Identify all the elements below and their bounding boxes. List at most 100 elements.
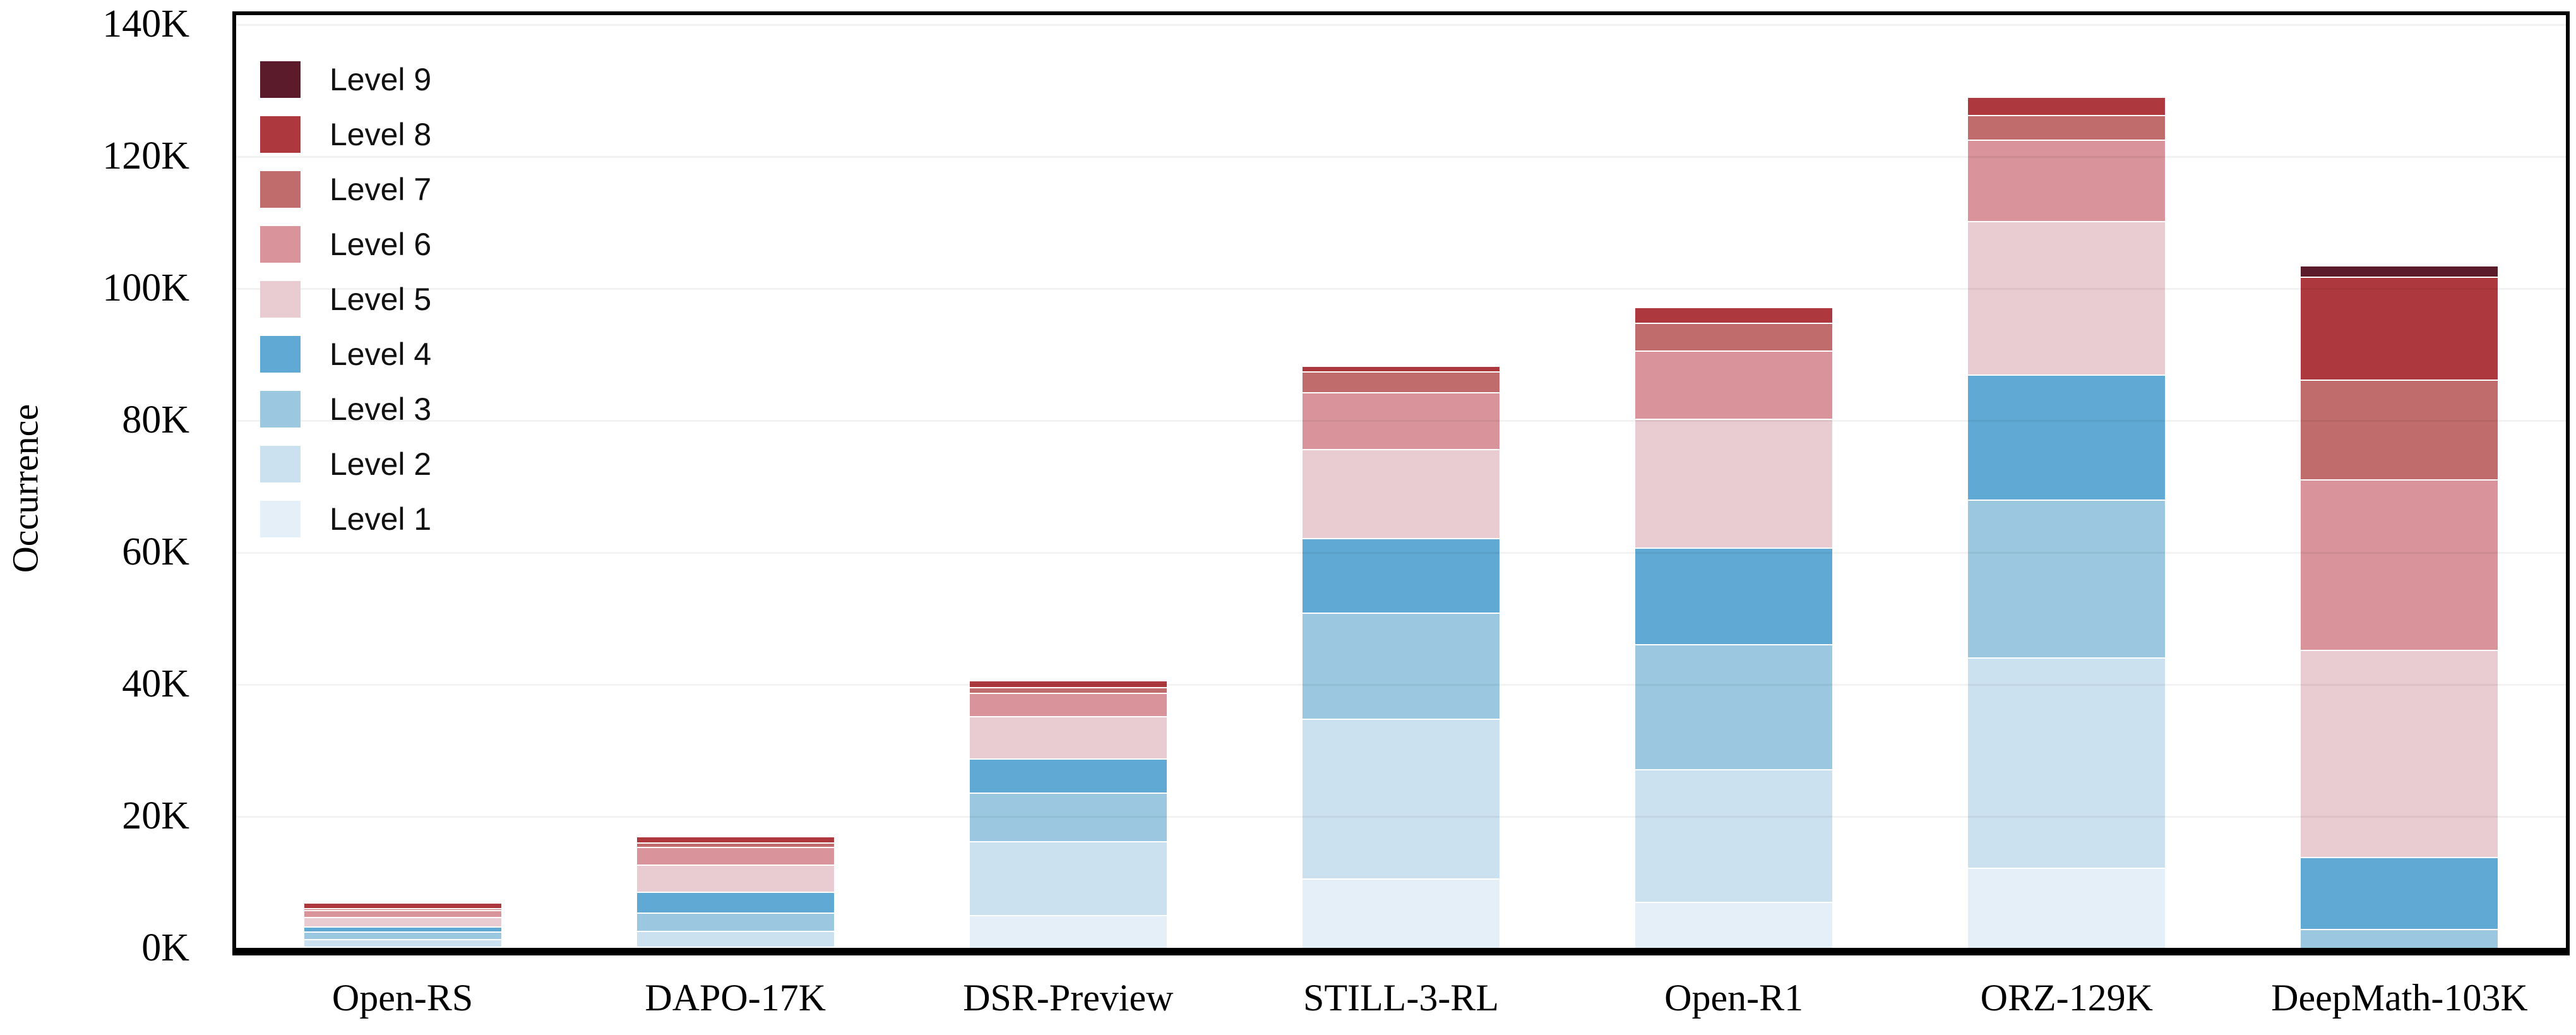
- segment-level-1: [636, 947, 834, 948]
- segment-level-1: [969, 914, 1167, 948]
- legend-swatch: [260, 225, 301, 263]
- segment-level-6: [1303, 392, 1500, 450]
- segment-level-8: [636, 837, 834, 842]
- bar-open-r1: [1635, 308, 1833, 948]
- x-tick-label-open-r1: Open-R1: [1664, 977, 1804, 1019]
- legend-swatch: [260, 390, 301, 428]
- segment-level-7: [1968, 115, 2166, 140]
- segment-level-5: [636, 864, 834, 892]
- x-tick-label-deepmath-103k: DeepMath-103K: [2271, 977, 2528, 1019]
- segment-level-2: [1635, 769, 1833, 902]
- legend-label: Level 9: [330, 61, 432, 97]
- segment-level-5: [1968, 221, 2166, 374]
- segment-level-7: [1303, 371, 1500, 393]
- y-tick-label: 20K: [122, 794, 189, 837]
- legend-label: Level 7: [330, 171, 432, 207]
- legend-swatch: [260, 500, 301, 537]
- bar-still-3-rl: [1303, 366, 1500, 948]
- segment-level-2: [304, 938, 501, 947]
- x-tick-label-open-rs: Open-RS: [331, 977, 474, 1019]
- segment-level-1: [304, 946, 501, 948]
- segment-level-2: [1968, 657, 2166, 868]
- gridline-20K: [236, 816, 2566, 818]
- segment-level-4: [1635, 547, 1833, 645]
- segment-level-1: [1968, 867, 2166, 948]
- legend-swatch: [260, 171, 301, 208]
- segment-level-2: [969, 841, 1167, 915]
- segment-level-4: [1303, 538, 1500, 613]
- y-tick-label: 80K: [122, 398, 189, 441]
- segment-level-7: [636, 842, 834, 847]
- gridline-120K: [236, 156, 2566, 158]
- x-tick-label-orz-129k: ORZ-129K: [1980, 977, 2153, 1019]
- bar-deepmath-103k: [2301, 266, 2498, 948]
- x-tick-label-dapo-17k: DAPO-17K: [645, 977, 826, 1019]
- segment-level-3: [969, 793, 1167, 841]
- y-axis-tick-labels: 0K 20K 40K 60K 80K 100K 120K 140K: [0, 0, 208, 1035]
- gridline-80K: [236, 420, 2566, 422]
- segment-level-7: [969, 686, 1167, 693]
- legend-item-level-4: Level 4: [260, 326, 431, 381]
- segment-level-8: [1635, 308, 1833, 323]
- segment-level-4: [969, 758, 1167, 793]
- segment-level-6: [1968, 139, 2166, 222]
- x-tick-label-dsr-preview: DSR-Preview: [963, 977, 1174, 1019]
- segment-level-8: [969, 681, 1167, 687]
- segment-level-3: [1968, 500, 2166, 658]
- segment-level-6: [2301, 479, 2498, 650]
- legend-swatch: [260, 116, 301, 153]
- legend-item-level-7: Level 7: [260, 162, 431, 217]
- y-tick-label: 120K: [102, 135, 189, 177]
- plot-area: Level 9 Level 8 Level 7 Level 6 Level 5 Level…: [232, 11, 2570, 955]
- segment-level-8: [1303, 366, 1500, 371]
- segment-level-3: [1303, 613, 1500, 719]
- legend-label: Level 8: [330, 116, 432, 152]
- segment-level-4: [304, 926, 501, 931]
- bar-dsr-preview: [969, 681, 1167, 948]
- segment-level-9: [2301, 266, 2498, 277]
- y-tick-label: 60K: [122, 530, 189, 573]
- legend: Level 9 Level 8 Level 7 Level 6 Level 5 Level…: [260, 52, 431, 546]
- segment-level-5: [1303, 449, 1500, 539]
- legend-swatch: [260, 280, 301, 318]
- legend-label: Level 3: [330, 391, 432, 427]
- segment-level-2: [636, 930, 834, 947]
- legend-item-level-3: Level 3: [260, 381, 431, 436]
- legend-label: Level 1: [330, 501, 432, 537]
- legend-item-level-6: Level 6: [260, 217, 431, 272]
- segment-level-7: [304, 908, 501, 910]
- segment-level-6: [969, 693, 1167, 716]
- segment-level-4: [1968, 374, 2166, 500]
- y-tick-label: 40K: [122, 662, 189, 705]
- legend-swatch: [260, 335, 301, 373]
- segment-level-7: [2301, 380, 2498, 480]
- segment-level-6: [636, 847, 834, 865]
- segment-level-8: [1968, 98, 2166, 116]
- segment-level-3: [2301, 928, 2498, 948]
- legend-item-level-8: Level 8: [260, 107, 431, 162]
- segment-level-4: [2301, 856, 2498, 929]
- segment-level-5: [304, 916, 501, 927]
- segment-level-3: [1635, 644, 1833, 769]
- segment-level-2: [1303, 719, 1500, 879]
- segment-level-5: [2301, 649, 2498, 857]
- legend-label: Level 6: [330, 226, 432, 262]
- gridline-100K: [236, 288, 2566, 290]
- legend-label: Level 5: [330, 281, 432, 317]
- segment-level-4: [636, 891, 834, 913]
- gridline-140K: [236, 24, 2566, 26]
- bar-orz-129k: [1968, 98, 2166, 948]
- gridline-60K: [236, 552, 2566, 554]
- x-axis-tick-labels: Open-RS DAPO-17K DSR-Preview STILL-3-RL Open…: [0, 972, 2576, 1029]
- y-tick-label: 140K: [102, 3, 189, 45]
- segment-level-8: [304, 904, 501, 909]
- gridline-40K: [236, 684, 2566, 686]
- legend-item-level-1: Level 1: [260, 491, 431, 546]
- bar-dapo-17k: [636, 837, 834, 948]
- legend-swatch: [260, 445, 301, 482]
- y-tick-label: 0K: [141, 926, 189, 969]
- legend-label: Level 2: [330, 446, 432, 482]
- segment-level-3: [304, 931, 501, 939]
- bar-open-rs: [304, 904, 501, 948]
